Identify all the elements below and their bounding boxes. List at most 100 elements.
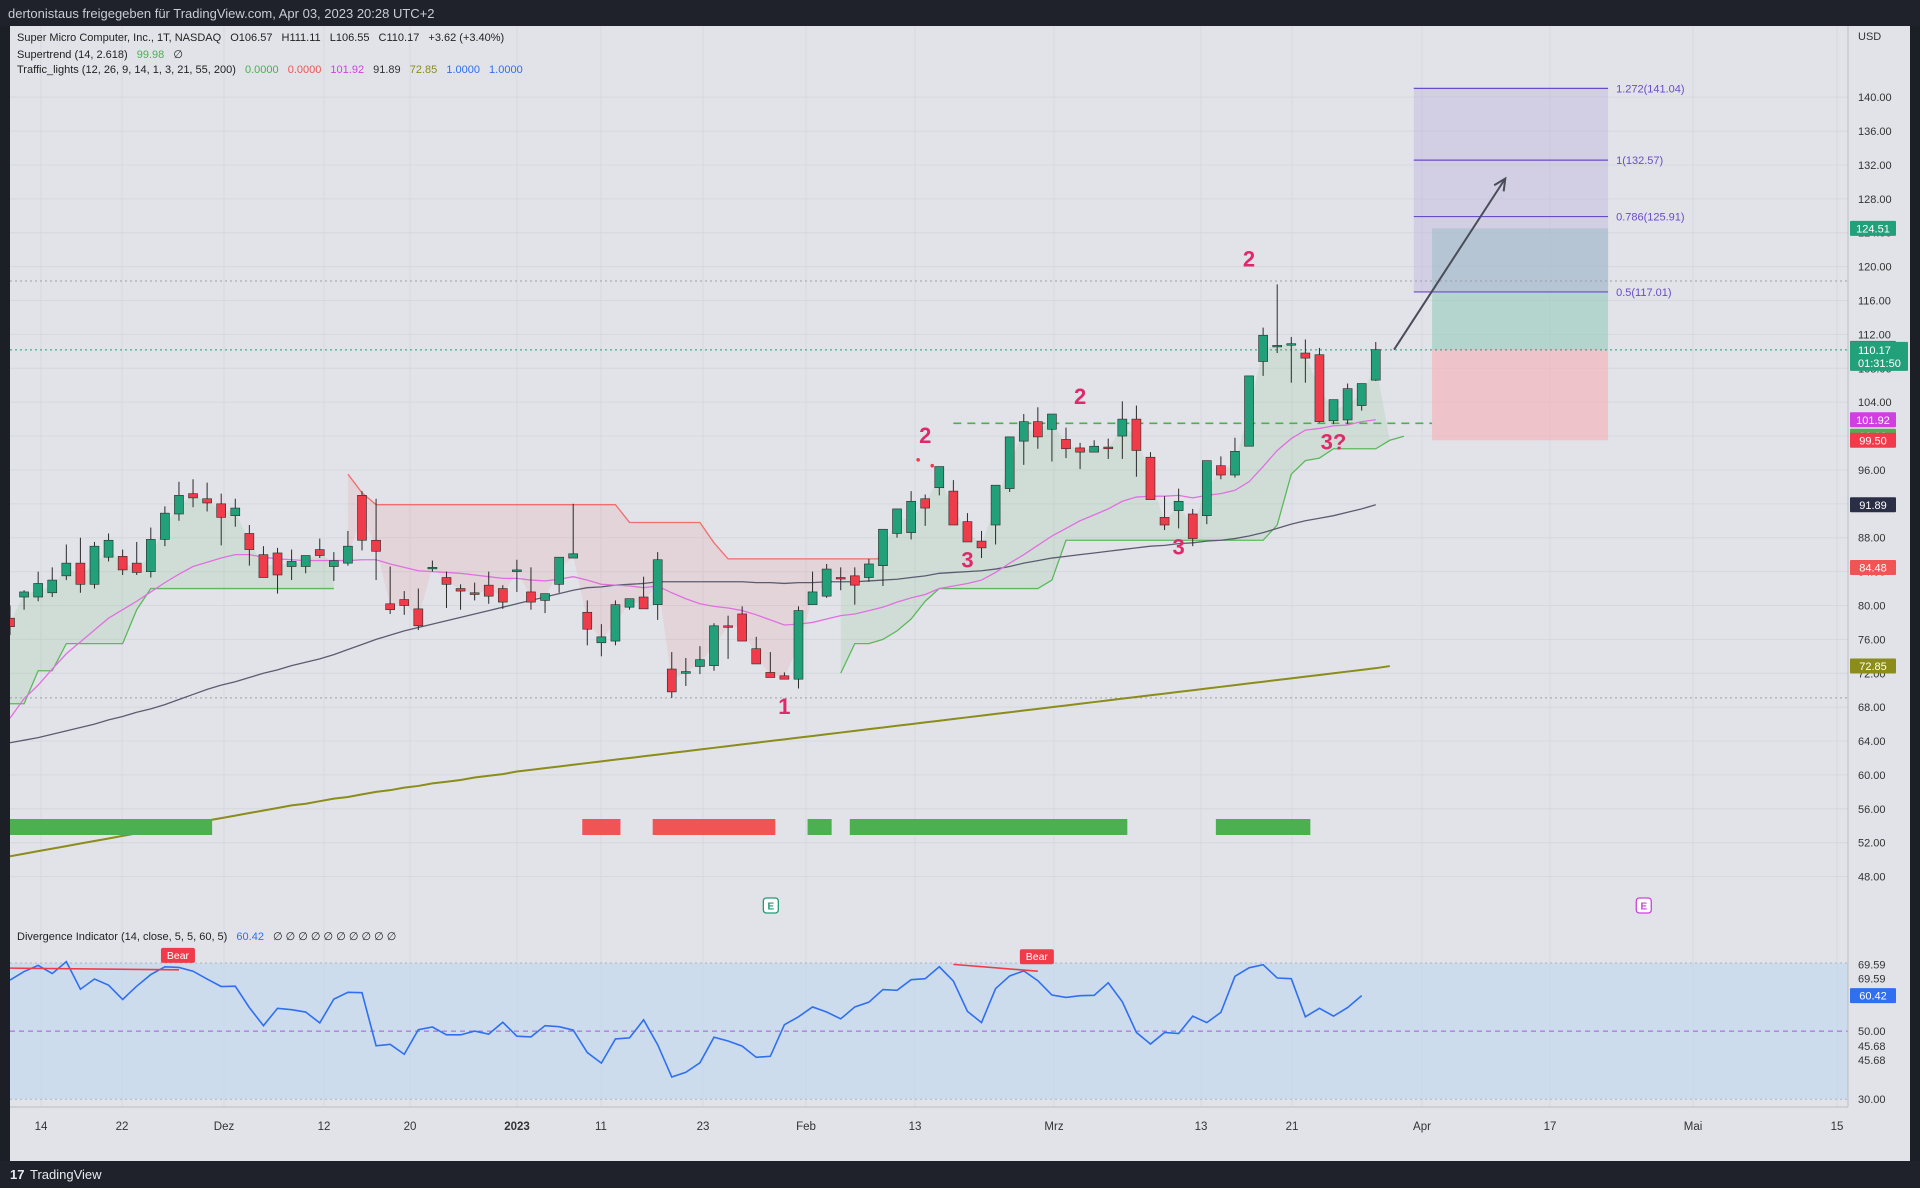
candle	[385, 566, 395, 614]
legend-divergence-name: Divergence Indicator (14, close, 5, 5, 6…	[17, 931, 228, 943]
projection-arrow-line	[1393, 177, 1507, 351]
candle	[681, 658, 691, 686]
candle-body	[441, 577, 452, 585]
candle-body	[540, 593, 550, 601]
candle	[329, 552, 339, 581]
divergence-badge-label: Bear	[167, 950, 190, 962]
candle	[624, 598, 635, 610]
candle	[976, 530, 987, 559]
time-axis-tick-label: Mai	[1684, 1121, 1703, 1133]
candle	[695, 646, 705, 675]
candle	[483, 571, 494, 604]
candle	[441, 571, 452, 609]
candle	[962, 513, 973, 543]
chart-area[interactable]: 1.272(141.04) 1(132.57) 0.786(125.91) 0.5(1…	[10, 26, 1910, 1161]
candle-body	[512, 569, 522, 572]
candle-body	[737, 613, 747, 642]
candle-body	[568, 553, 579, 559]
signal-strip-green	[807, 819, 832, 835]
signal-strip-green	[849, 819, 1128, 835]
tradingview-logo-icon: 17	[10, 1167, 25, 1182]
candle	[835, 567, 846, 591]
time-axis-tick-label: 13	[1195, 1121, 1208, 1133]
candle-body	[624, 598, 635, 608]
time-axis-tick-label: Dez	[214, 1121, 235, 1133]
candle	[1004, 436, 1015, 492]
candle-body	[849, 575, 860, 586]
time-axis-tick-label: Apr	[1413, 1121, 1431, 1133]
footer-brand: TradingView	[30, 1167, 102, 1182]
legend-traffic-v5: 1.0000	[446, 64, 480, 76]
candle-body	[131, 562, 142, 573]
divergence-badge-box	[1019, 949, 1054, 965]
candle	[934, 466, 945, 496]
candle	[258, 546, 269, 578]
candle	[33, 571, 43, 602]
price-axis-tick-label: 112.00	[1858, 329, 1891, 341]
candle-body	[357, 495, 367, 541]
divergence-badge-label: Bear	[1026, 951, 1049, 963]
candle-body	[61, 562, 72, 577]
legend-traffic-v4: 72.85	[409, 64, 438, 76]
supertrend-fill-down	[347, 474, 883, 681]
candle-body	[75, 562, 86, 585]
candle-body	[413, 608, 424, 627]
candle	[1061, 427, 1071, 459]
candle	[230, 498, 241, 527]
candle	[1089, 440, 1099, 453]
divergence-line	[953, 963, 1038, 972]
candle-body	[160, 512, 170, 540]
candle	[1230, 437, 1240, 478]
ema55-line	[10, 504, 1376, 744]
candle-body	[990, 484, 1001, 526]
candle-body	[1089, 445, 1099, 453]
legend-traffic-name: Traffic_lights (12, 26, 9, 14, 1, 3, 21,…	[17, 64, 236, 76]
candle	[1075, 442, 1085, 470]
candle	[1187, 508, 1198, 547]
candle	[709, 623, 719, 671]
ema200-line	[10, 665, 1390, 858]
time-axis-tick-label: 23	[697, 1121, 710, 1133]
price-badge-box	[1850, 560, 1896, 576]
last-price-value: 110.17	[1858, 345, 1891, 357]
candle	[1356, 383, 1367, 411]
wave-label: 2	[919, 423, 931, 448]
chart-svg[interactable]: 1.272(141.04) 1(132.57) 0.786(125.91) 0.5(1…	[10, 26, 1910, 1161]
oscillator-badge-box	[1850, 988, 1896, 1004]
candle	[793, 606, 804, 689]
candle	[807, 571, 818, 605]
legend-open: O106.57	[230, 32, 273, 44]
legend-change: +3.62 (+3.40%)	[428, 32, 505, 44]
legend-line-symbol: Super Micro Computer, Inc., 1T, NASDAQ O…	[17, 32, 510, 44]
legend-line-supertrend: Supertrend (14, 2.618) 99.98 ∅	[17, 48, 189, 61]
candle	[103, 533, 114, 562]
fib-level-label: 1(132.57)	[1616, 155, 1663, 167]
candle-body	[1216, 465, 1226, 476]
price-axis-tick-label: 120.00	[1858, 262, 1892, 274]
divergence-badge: Bear	[1019, 949, 1054, 965]
price-badge-label: 72.85	[1859, 661, 1887, 673]
candle	[131, 541, 142, 575]
candle	[174, 481, 184, 521]
candle	[10, 605, 15, 636]
candle	[568, 503, 579, 559]
earnings-marker-label: E	[1640, 902, 1647, 913]
wave-label: 1	[778, 694, 790, 719]
wave-label: 3?	[1321, 430, 1347, 455]
candle-body	[1131, 418, 1142, 451]
time-axis-tick-label: 21	[1286, 1121, 1299, 1133]
candle-body	[1230, 451, 1240, 476]
price-axis-tick-label: 76.00	[1858, 634, 1886, 646]
candle-body	[1286, 343, 1297, 346]
candle-body	[469, 592, 480, 595]
candle	[1159, 496, 1170, 531]
candle-body	[934, 466, 945, 489]
position-stop-zone	[1432, 349, 1609, 441]
candle-body	[146, 539, 156, 572]
price-badge-label: 84.48	[1859, 563, 1887, 575]
candle	[751, 636, 762, 665]
candle-body	[1328, 399, 1339, 422]
candle	[216, 493, 226, 546]
candle-body	[807, 591, 818, 605]
candle	[1033, 407, 1043, 449]
